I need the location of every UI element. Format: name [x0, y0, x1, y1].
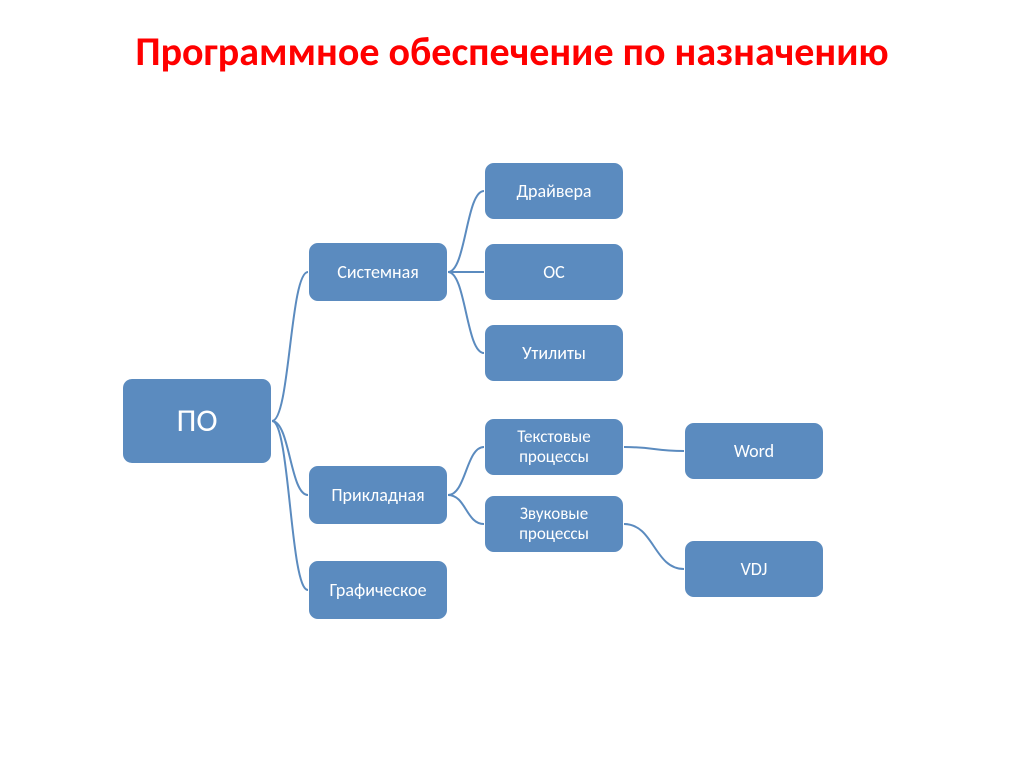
node-word: Word	[684, 422, 824, 480]
node-textproc: Текстовые процессы	[484, 418, 624, 476]
edge-textproc-word	[624, 447, 684, 451]
edge-root-graficheskoe	[272, 421, 308, 590]
node-systemnaya: Системная	[308, 242, 448, 302]
edge-systemnaya-drivers	[448, 191, 484, 272]
node-prikladnaya: Прикладная	[308, 465, 448, 525]
node-os: ОС	[484, 243, 624, 301]
edge-systemnaya-utility	[448, 272, 484, 353]
node-root: ПО	[122, 378, 272, 464]
edge-root-systemnaya	[272, 272, 308, 421]
node-vdj: VDJ	[684, 540, 824, 598]
edge-soundproc-vdj	[624, 524, 684, 569]
edge-root-prikladnaya	[272, 421, 308, 495]
node-soundproc: Звуковые процессы	[484, 495, 624, 553]
page-title: Программное обеспечение по назначению	[0, 30, 1024, 74]
node-drivers: Драйвера	[484, 162, 624, 220]
edge-prikladnaya-soundproc	[448, 495, 484, 524]
edge-prikladnaya-textproc	[448, 447, 484, 495]
node-graficheskoe: Графическое	[308, 560, 448, 620]
node-utility: Утилиты	[484, 324, 624, 382]
